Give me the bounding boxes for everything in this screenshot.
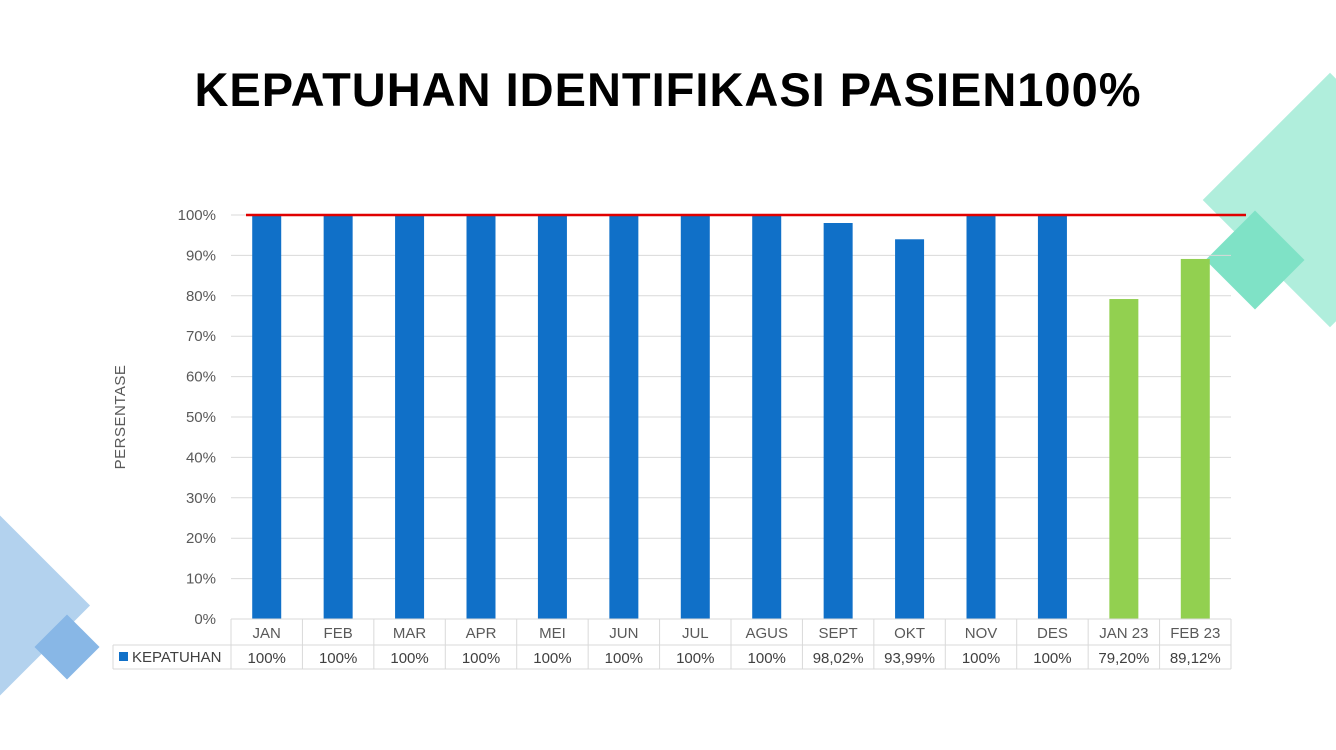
bar <box>680 215 710 619</box>
x-category-label: OKT <box>894 625 925 642</box>
bar <box>823 222 853 619</box>
bar <box>1037 215 1067 619</box>
bar <box>966 215 996 619</box>
y-tick-label: 90% <box>186 247 216 264</box>
data-value-label: 100% <box>533 650 571 667</box>
data-table: JAN 100% FEB 100% MAR 100% APR 100% MEI 100% JUN 10… <box>112 618 1232 670</box>
x-category-label: MEI <box>539 625 566 642</box>
data-value-label: 89,12% <box>1170 650 1221 667</box>
x-category-label: AGUS <box>745 625 788 642</box>
x-category-label: MAR <box>393 625 427 642</box>
y-tick-label: 10% <box>186 571 216 588</box>
y-axis-ticks: 0% 10% 20% 30% 40% 50% 60% 70% 80% 90% 100% <box>178 207 216 628</box>
x-category-label: APR <box>466 625 497 642</box>
data-value-label: 100% <box>319 650 357 667</box>
bar <box>1109 299 1139 619</box>
x-category-label: JUL <box>682 625 709 642</box>
x-category-label: SEPT <box>819 625 858 642</box>
bar <box>752 215 782 619</box>
y-tick-label: 50% <box>186 409 216 426</box>
bar-series <box>252 215 1210 619</box>
y-tick-label: 100% <box>178 207 216 224</box>
bar <box>895 239 925 619</box>
x-category-label: JAN <box>253 625 281 642</box>
data-value-label: 100% <box>962 650 1000 667</box>
gridlines <box>231 214 1231 620</box>
data-value-label: 100% <box>676 650 714 667</box>
bar <box>537 215 567 619</box>
y-tick-label: 20% <box>186 530 216 547</box>
x-category-label: JUN <box>609 625 638 642</box>
x-category-label: NOV <box>965 625 998 642</box>
x-category-label: FEB 23 <box>1170 625 1220 642</box>
data-value-label: 98,02% <box>813 650 864 667</box>
slide-title: KEPATUHAN IDENTIFIKASI PASIEN100% <box>194 63 1142 116</box>
y-tick-label: 70% <box>186 328 216 345</box>
x-category-label: JAN 23 <box>1099 625 1148 642</box>
y-tick-label: 0% <box>194 611 216 628</box>
legend-series-name: KEPATUHAN <box>132 649 221 666</box>
y-axis-title: PERSENTASE <box>112 365 129 470</box>
data-value-label: 100% <box>248 650 286 667</box>
data-value-label: 100% <box>462 650 500 667</box>
bar <box>252 215 282 619</box>
data-value-label: 79,20% <box>1098 650 1149 667</box>
bar <box>395 215 425 619</box>
data-value-label: 100% <box>390 650 428 667</box>
x-category-label: DES <box>1037 625 1068 642</box>
data-value-label: 93,99% <box>884 650 935 667</box>
y-tick-label: 30% <box>186 490 216 507</box>
y-tick-label: 80% <box>186 288 216 305</box>
x-category-label: FEB <box>324 625 353 642</box>
bar <box>1180 258 1210 619</box>
data-value-label: 100% <box>748 650 786 667</box>
bar <box>323 215 353 619</box>
data-value-label: 100% <box>1033 650 1071 667</box>
bar <box>609 215 639 619</box>
data-value-label: 100% <box>605 650 643 667</box>
y-tick-label: 60% <box>186 369 216 386</box>
y-tick-label: 40% <box>186 449 216 466</box>
legend-swatch <box>119 652 128 661</box>
bar <box>466 215 496 619</box>
